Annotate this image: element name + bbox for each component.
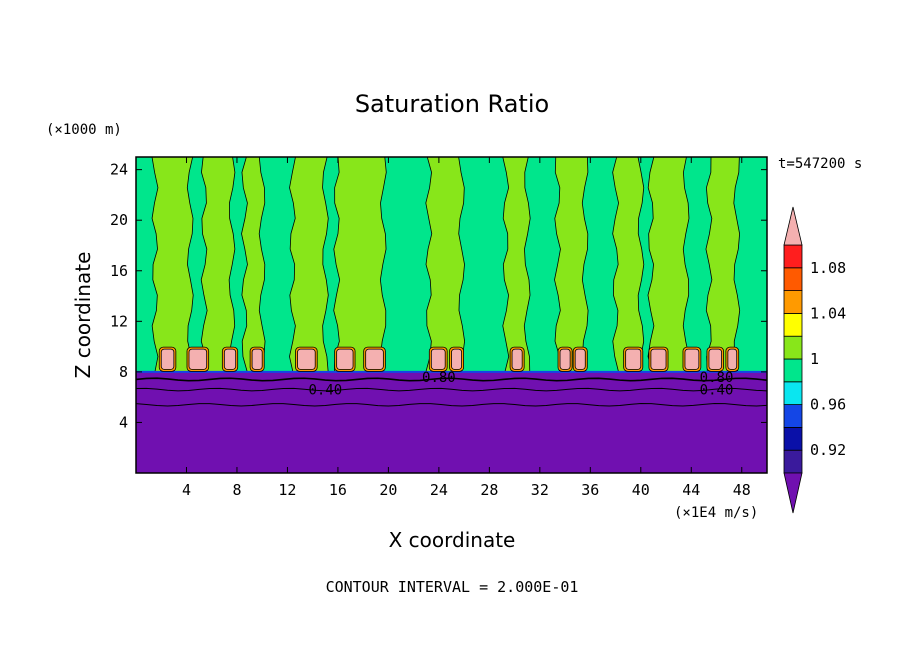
cloud-base-core [365, 348, 384, 370]
x-tick-label: 20 [379, 481, 397, 499]
cloud-base-core [625, 348, 642, 370]
y-tick-label: 16 [110, 262, 128, 280]
x-tick-label: 24 [430, 481, 448, 499]
colorbar-segment [783, 267, 803, 291]
cloud-base-core [223, 348, 237, 370]
dry-contour-line [136, 403, 767, 407]
colorbar-under-arrow [783, 472, 803, 514]
chart-title: Saturation Ratio [355, 90, 549, 118]
colorbar-label: 1.04 [810, 304, 846, 322]
y-units-label: (×1000 m) [46, 122, 122, 138]
colorbar-segment [783, 404, 803, 428]
x-tick-label: 48 [733, 481, 751, 499]
colorbar-segment [783, 244, 803, 269]
moist-column [289, 157, 329, 373]
x-tick-label: 44 [682, 481, 700, 499]
y-tick-label: 12 [110, 312, 128, 330]
moist-column [502, 157, 531, 373]
dry-layer [136, 371, 767, 473]
moist-column [612, 157, 645, 373]
colorbar-segment [783, 381, 803, 405]
x-tick-label: 8 [232, 481, 241, 499]
cloud-base-core [451, 348, 462, 370]
colorbar-over-arrow [783, 206, 803, 246]
cloud-base-core [559, 348, 571, 370]
cloud-base-core [574, 348, 586, 370]
plot-frame [135, 156, 768, 474]
cloud-base-core [511, 348, 523, 370]
colorbar-label: 1 [810, 350, 819, 368]
colorbar-segment [783, 449, 803, 474]
cloud-base-core [251, 348, 263, 370]
colorbar-label: 0.92 [810, 441, 846, 459]
dry-contour-line [136, 387, 767, 392]
x-axis: 4 8 12 16 20 24 28 32 36 40 44 48 [182, 157, 751, 499]
colorbar: 0.92 0.96 1 1.04 1.08 [783, 206, 846, 514]
moist-column [333, 157, 387, 373]
contour-label: 0.80 [700, 370, 734, 386]
contour-label: 0.80 [422, 370, 456, 386]
cloud-base-core [430, 348, 446, 370]
colorbar-segment [783, 358, 803, 383]
x-tick-label: 28 [480, 481, 498, 499]
x-tick-label: 4 [182, 481, 191, 499]
colorbar-segment [783, 335, 803, 360]
moist-column [425, 157, 465, 373]
contour-label: 0.40 [308, 383, 342, 399]
moist-column [241, 157, 266, 373]
colorbar-label: 1.08 [810, 259, 846, 277]
contour-interval-note: CONTOUR INTERVAL = 2.000E-01 [326, 578, 579, 596]
moist-column [647, 157, 690, 373]
y-axis: 4 8 12 16 20 24 [110, 161, 767, 431]
x-tick-label: 36 [581, 481, 599, 499]
x-units-label: (×1E4 m/s) [674, 505, 758, 521]
x-tick-label: 40 [632, 481, 650, 499]
x-tick-label: 16 [329, 481, 347, 499]
cloud-base-core [160, 348, 175, 370]
y-axis-label: Z coordinate [71, 252, 95, 379]
y-tick-label: 24 [110, 161, 128, 179]
dry-contour-line [136, 377, 767, 382]
cloud-base-core [684, 348, 700, 370]
y-tick-label: 20 [110, 211, 128, 229]
moist-column [554, 157, 589, 373]
moist-column [705, 157, 741, 373]
colorbar-segment [783, 290, 803, 314]
cloud-base-core [708, 348, 722, 370]
x-axis-label: X coordinate [389, 528, 516, 552]
colorbar-segment [783, 426, 803, 451]
time-label: t=547200 s [778, 156, 862, 172]
contour-label: 0.40 [700, 383, 734, 399]
plot-area: 0.400.80 0.800.40 [136, 157, 767, 473]
y-tick-label: 4 [119, 413, 128, 431]
cloud-base-core [727, 348, 738, 370]
x-tick-label: 12 [278, 481, 296, 499]
y-tick-label: 8 [119, 363, 128, 381]
colorbar-segment [783, 312, 803, 337]
moist-column [151, 157, 194, 373]
x-tick-label: 32 [531, 481, 549, 499]
moist-column [200, 157, 236, 373]
cloud-base-core [650, 348, 667, 370]
cloud-base-core [297, 348, 316, 370]
cloud-base-core [188, 348, 208, 370]
colorbar-label: 0.96 [810, 396, 846, 414]
cloud-base-core [336, 348, 354, 370]
